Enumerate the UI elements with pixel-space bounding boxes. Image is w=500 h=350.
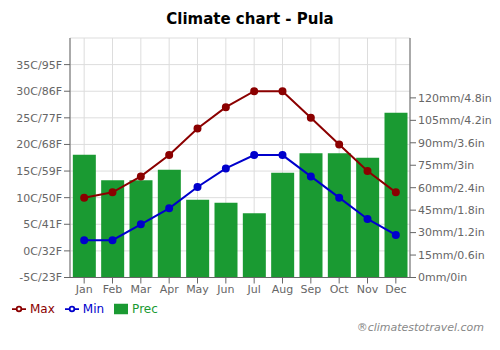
svg-text:45mm/1.8in: 45mm/1.8in	[418, 204, 485, 217]
svg-text:Mar: Mar	[130, 283, 151, 296]
html-text:Prec: Prec	[132, 301, 158, 316]
svg-text:Dec: Dec	[385, 283, 406, 296]
svg-text:0C/32F: 0C/32F	[23, 245, 62, 258]
html-text:Climate chart - Pula: Climate chart - Pula	[166, 10, 334, 28]
svg-text:0mm/0in: 0mm/0in	[418, 271, 467, 284]
svg-text:30mm/1.2in: 30mm/1.2in	[418, 226, 485, 239]
svg-text:60mm/2.4in: 60mm/2.4in	[418, 182, 485, 195]
svg-text:Feb: Feb	[103, 283, 122, 296]
svg-text:Jul: Jul	[247, 283, 261, 296]
svg-text:May: May	[186, 283, 209, 296]
html-text:®climatestotravel.com: ®climatestotravel.com	[356, 321, 484, 334]
svg-text:30C/86F: 30C/86F	[16, 85, 62, 98]
svg-text:Apr: Apr	[160, 283, 180, 296]
svg-text:15mm/0.6in: 15mm/0.6in	[418, 249, 485, 262]
svg-text:Oct: Oct	[330, 283, 350, 296]
svg-text:90mm/3.6in: 90mm/3.6in	[418, 137, 485, 150]
svg-text:35C/95F: 35C/95F	[16, 59, 62, 72]
svg-text:Jan: Jan	[75, 283, 93, 296]
svg-text:Nov: Nov	[357, 283, 379, 296]
svg-text:5C/41F: 5C/41F	[23, 218, 62, 231]
svg-text:15C/59F: 15C/59F	[16, 165, 62, 178]
svg-text:20C/68F: 20C/68F	[16, 138, 62, 151]
svg-text:120mm/4.8in: 120mm/4.8in	[418, 92, 492, 105]
html-text:Min: Min	[82, 301, 105, 316]
svg-text:Aug: Aug	[272, 283, 293, 296]
svg-text:Sep: Sep	[300, 283, 321, 296]
svg-text:105mm/4.2in: 105mm/4.2in	[418, 114, 492, 127]
svg-text:25C/77F: 25C/77F	[16, 112, 62, 125]
html-text:Max: Max	[30, 301, 55, 316]
svg-text:10C/50F: 10C/50F	[16, 192, 62, 205]
svg-text:Jun: Jun	[216, 283, 234, 296]
svg-text:-5C/23F: -5C/23F	[19, 271, 62, 284]
svg-text:75mm/3in: 75mm/3in	[418, 159, 474, 172]
